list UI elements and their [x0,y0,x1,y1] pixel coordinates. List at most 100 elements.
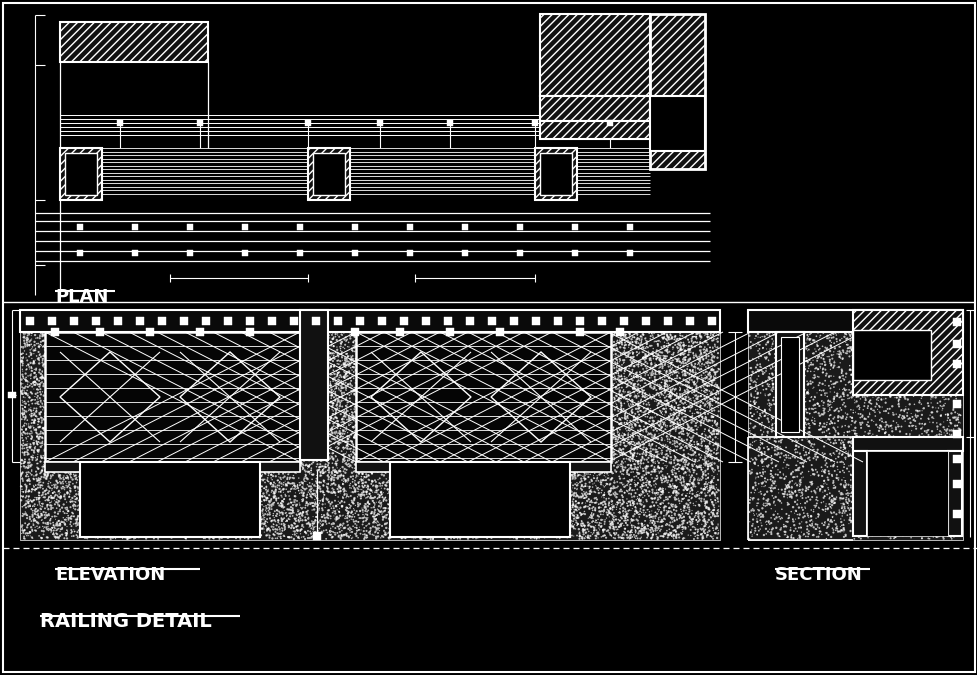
Point [908,339,923,350]
Point [301,389,317,400]
Point [837,480,853,491]
Point [299,461,315,472]
Point [428,523,444,534]
Point [427,514,443,525]
Point [102,312,117,323]
Point [476,511,491,522]
Point [350,456,365,466]
Point [357,501,372,512]
Point [601,356,616,367]
Point [641,486,657,497]
Point [789,396,805,406]
Point [407,511,423,522]
Point [149,336,165,347]
Point [84,529,100,539]
Point [606,460,621,471]
Point [565,371,580,382]
Point [31,511,47,522]
Point [42,360,58,371]
Point [367,402,383,412]
Point [268,495,283,506]
Point [629,456,645,466]
Point [405,460,421,471]
Point [462,362,478,373]
Point [208,357,224,368]
Point [567,404,582,414]
Bar [390,462,570,537]
Point [115,429,131,439]
Point [17,346,32,356]
Point [630,456,646,466]
Point [389,421,404,432]
Point [833,525,849,536]
Point [314,400,329,411]
Point [705,425,721,436]
Point [52,414,67,425]
Point [142,485,157,495]
Point [89,460,105,470]
Point [298,338,314,348]
Point [200,449,216,460]
Point [681,364,697,375]
Point [676,346,692,356]
Point [180,440,195,451]
Point [429,498,445,509]
Point [99,385,114,396]
Point [815,452,830,463]
Point [858,439,873,450]
Point [254,469,270,480]
Point [514,491,530,502]
Point [236,416,252,427]
Point [127,410,143,421]
Point [677,367,693,378]
Point [950,355,965,366]
Point [830,392,846,403]
Point [344,497,360,508]
Point [73,373,89,384]
Point [481,468,496,479]
Point [792,477,808,488]
Point [932,323,948,333]
Point [625,412,641,423]
Point [835,430,851,441]
Point [80,524,96,535]
Point [696,484,711,495]
Point [560,412,575,423]
Point [283,522,299,533]
Point [663,531,679,541]
Point [458,326,474,337]
Point [327,421,343,432]
Point [602,349,617,360]
Point [88,454,104,465]
Text: SECTION: SECTION [774,566,862,584]
Point [412,431,428,442]
Point [486,352,501,362]
Point [151,333,167,344]
Point [521,436,536,447]
Point [863,491,878,502]
Point [366,491,382,502]
Point [462,309,478,320]
Point [175,439,191,450]
Point [504,344,520,355]
Point [754,456,770,467]
Point [828,333,843,344]
Point [808,309,824,320]
Point [856,339,871,350]
Point [508,380,524,391]
Point [561,337,576,348]
Point [498,491,514,502]
Point [153,385,169,396]
Point [297,365,313,376]
Point [319,353,335,364]
Point [68,373,84,384]
Point [398,415,413,426]
Point [891,500,907,510]
Point [850,400,866,411]
Point [913,374,929,385]
Point [383,329,399,340]
Point [51,496,66,507]
Point [122,321,138,332]
Point [399,519,414,530]
Point [839,394,855,404]
